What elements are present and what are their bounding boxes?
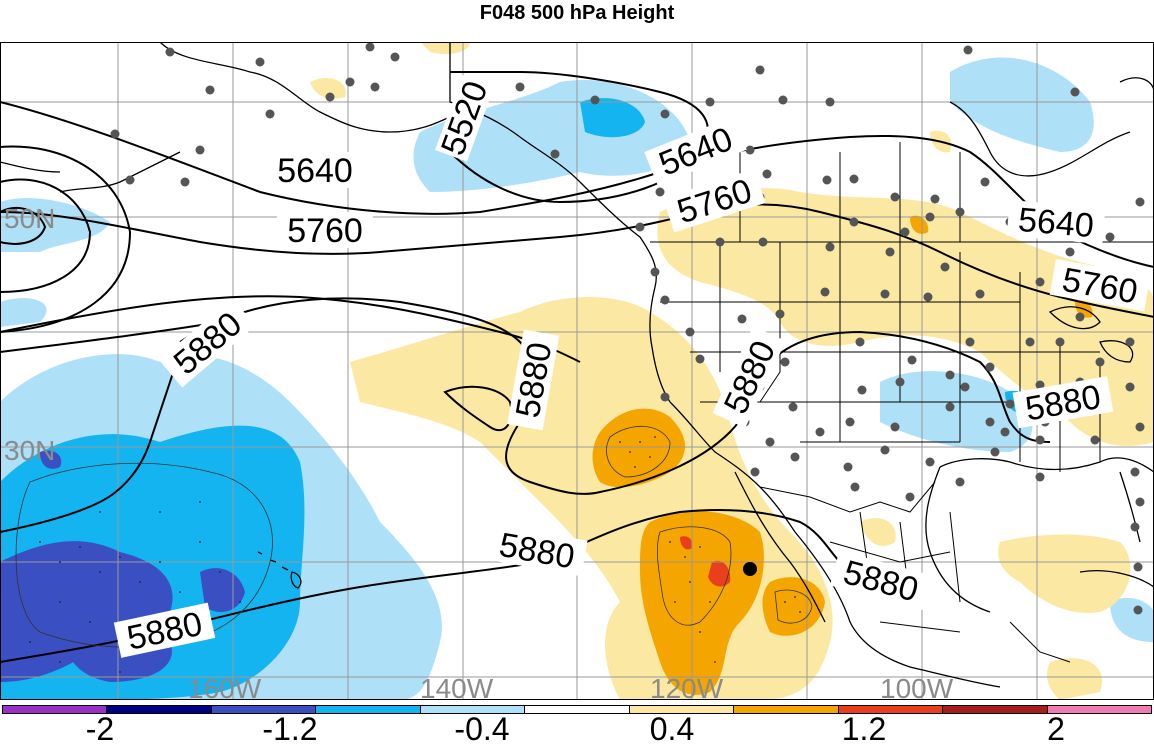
colorbar-segment bbox=[943, 706, 1048, 713]
station-dots bbox=[110, 42, 1145, 615]
colorbar-segment bbox=[629, 706, 735, 713]
colorbar-segment bbox=[107, 706, 212, 713]
contour-label: 5640 bbox=[277, 152, 353, 190]
colorbar-segment bbox=[420, 706, 526, 713]
colorbar-tick-label: 1.2 bbox=[841, 711, 887, 747]
lon-label-100w: 100W bbox=[880, 673, 954, 700]
contour-label: 5760 bbox=[287, 212, 363, 250]
contour-label: 5640 bbox=[1017, 201, 1096, 245]
colorbar-segment bbox=[525, 706, 630, 713]
colorbar-tick-label: 0.4 bbox=[649, 711, 695, 747]
colorbar-tick-label: 2 bbox=[1047, 711, 1065, 747]
colorbar-segment bbox=[211, 706, 317, 713]
colorbar bbox=[2, 705, 1152, 714]
map-canvas: 5520 5640 5640 5640 5760 5760 5760 5880 … bbox=[0, 42, 1154, 700]
lon-label-120w: 120W bbox=[650, 673, 724, 700]
colorbar-tick-label: -2 bbox=[85, 711, 115, 747]
map-title: F048 500 hPa Height bbox=[479, 2, 675, 24]
colorbar-segment bbox=[3, 706, 108, 713]
lat-label-30n: 30N bbox=[4, 435, 55, 466]
lon-label-160w: 160W bbox=[188, 673, 262, 700]
marker-dot bbox=[743, 562, 757, 576]
colorbar-segment bbox=[838, 706, 944, 713]
anomaly-shading bbox=[0, 42, 1154, 700]
colorbar-segment bbox=[316, 706, 421, 713]
graticule-labels: 50N 30N 160W 140W 120W 100W bbox=[4, 203, 954, 700]
lat-lon-grid bbox=[0, 42, 1154, 700]
coastlines bbox=[0, 42, 1154, 688]
colorbar-tick-label: -1.2 bbox=[262, 711, 318, 747]
significance-contours bbox=[15, 425, 813, 648]
lon-label-140w: 140W bbox=[420, 673, 494, 700]
colorbar-tick-label: -0.4 bbox=[454, 711, 510, 747]
colorbar-segment bbox=[1047, 706, 1151, 713]
stipple-dots bbox=[29, 436, 801, 673]
map-panel: 5520 5640 5640 5640 5760 5760 5760 5880 … bbox=[0, 42, 1154, 700]
colorbar-segment bbox=[734, 706, 839, 713]
lat-label-50n: 50N bbox=[4, 203, 55, 234]
